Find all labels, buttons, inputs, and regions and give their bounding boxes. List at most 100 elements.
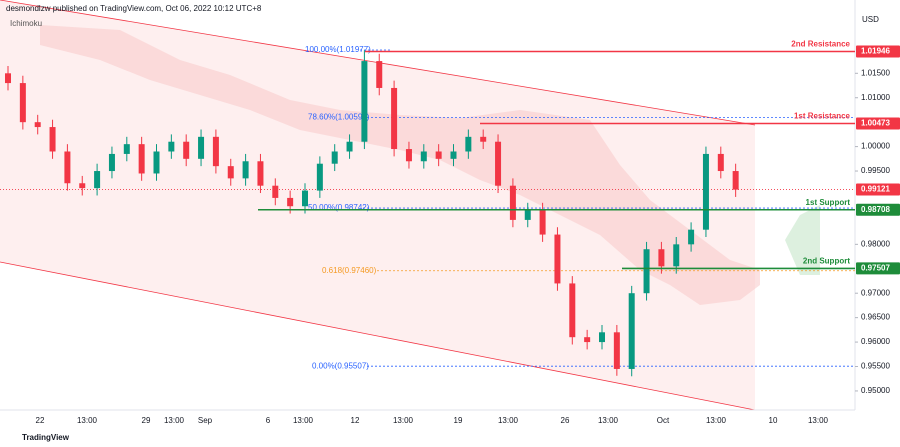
x-tick-label: 12	[351, 416, 360, 425]
candle-body	[287, 197, 294, 207]
x-tick-label: 13:00	[393, 416, 414, 425]
ichimoku-cloud-green	[785, 205, 820, 275]
fib-label: 50.00%(0.98742)	[308, 203, 370, 212]
candle-body	[168, 141, 175, 152]
currency-label: USD	[862, 15, 879, 24]
fib-label: 0.00%(0.95507)	[312, 361, 369, 370]
level-name: 2nd Support	[803, 257, 850, 266]
candle-body	[688, 229, 695, 245]
x-tick-label: 19	[454, 416, 463, 425]
candle-body	[554, 234, 561, 284]
y-tick-label: 0.99500	[861, 166, 890, 175]
price-tag-label: 0.97507	[861, 264, 890, 273]
y-tick-label: 1.00000	[861, 142, 890, 151]
price-tag-label: 0.99121	[861, 185, 890, 194]
candle-body	[509, 185, 516, 220]
level-name: 1st Support	[806, 198, 851, 207]
candle-body	[331, 151, 338, 164]
candle-body	[599, 332, 605, 343]
candle-body	[302, 190, 308, 207]
candle-body	[198, 136, 205, 159]
candle-body	[450, 151, 457, 159]
candle-body	[49, 127, 56, 152]
y-tick-label: 0.97000	[861, 288, 890, 297]
candle-body	[465, 136, 472, 152]
candle-body	[584, 337, 591, 343]
candle-body	[5, 73, 11, 84]
candle-body	[108, 153, 115, 172]
x-tick-label: 26	[561, 416, 570, 425]
price-tag	[856, 183, 900, 196]
x-tick-label: 13:00	[598, 416, 619, 425]
x-tick-label: 13:00	[808, 416, 829, 425]
candle-body	[376, 61, 383, 88]
price-tag-label: 1.01946	[861, 47, 890, 56]
candle-body	[673, 244, 680, 267]
y-tick-label: 1.01500	[861, 68, 890, 77]
y-tick-label: 1.01000	[861, 93, 890, 102]
x-tick-label: 6	[266, 416, 271, 425]
y-tick-label: 0.96500	[861, 313, 890, 322]
fib-label: 100.00%(1.01977)	[305, 45, 371, 54]
x-tick-label: Oct	[657, 416, 670, 425]
candle-body	[242, 161, 249, 179]
candle-body	[702, 153, 709, 230]
candle-body	[19, 83, 26, 123]
candle-body	[435, 151, 442, 159]
candle-body	[272, 185, 279, 198]
price-tag	[856, 117, 900, 130]
candle-body	[524, 210, 531, 220]
indicator-label: Ichimoku	[10, 19, 42, 28]
y-tick-label: 0.98000	[861, 239, 890, 248]
candle-body	[658, 249, 665, 267]
candle-body	[227, 166, 234, 179]
candle-body	[613, 332, 620, 369]
candle-body	[391, 87, 398, 150]
fib-label: 78.60%(1.00593)	[308, 113, 370, 122]
x-tick-label: 29	[142, 416, 151, 425]
price-tag	[856, 45, 900, 58]
candle-body	[183, 141, 190, 159]
price-tag-label: 0.98708	[861, 205, 890, 214]
candle-body	[257, 161, 264, 186]
candle-body	[405, 149, 412, 162]
candle-body	[628, 293, 635, 369]
candle-body	[480, 136, 487, 142]
candle-body	[316, 163, 323, 191]
price-tag	[856, 262, 900, 275]
candle-body	[34, 122, 41, 128]
candle-body	[346, 141, 353, 152]
price-tag	[856, 203, 900, 216]
candle-body	[732, 171, 739, 190]
x-tick-label: 13:00	[77, 416, 98, 425]
candle-body	[64, 151, 71, 184]
candle-body	[79, 183, 86, 189]
x-tick-label: 13:00	[164, 416, 185, 425]
x-tick-label: 22	[36, 416, 45, 425]
candle-body	[123, 144, 130, 154]
candle-body	[212, 136, 219, 167]
y-tick-label: 0.96000	[861, 337, 890, 346]
y-tick-label: 0.95000	[861, 386, 890, 395]
x-tick-label: 10	[769, 416, 778, 425]
candle-body	[495, 141, 502, 186]
x-tick-label: Sep	[198, 416, 213, 425]
candle-body	[138, 144, 145, 174]
footer: TradingView	[22, 433, 70, 442]
ichimoku-cloud	[40, 25, 760, 305]
level-name: 1st Resistance	[794, 112, 851, 121]
candle-body	[569, 283, 576, 338]
candle-body	[643, 249, 650, 294]
y-tick-label: 0.95500	[861, 362, 890, 371]
candle-body	[717, 153, 724, 172]
candle-body	[153, 151, 160, 174]
header: desmondlzw published on TradingView.com,…	[6, 4, 262, 13]
candle-body	[361, 61, 368, 142]
channel-fill	[0, 0, 755, 410]
x-tick-label: 13:00	[293, 416, 314, 425]
candle-body	[420, 151, 427, 162]
level-name: 2nd Resistance	[791, 40, 850, 49]
fib-label: 0.618(0.97460)	[322, 266, 377, 275]
candle-body	[94, 171, 101, 189]
